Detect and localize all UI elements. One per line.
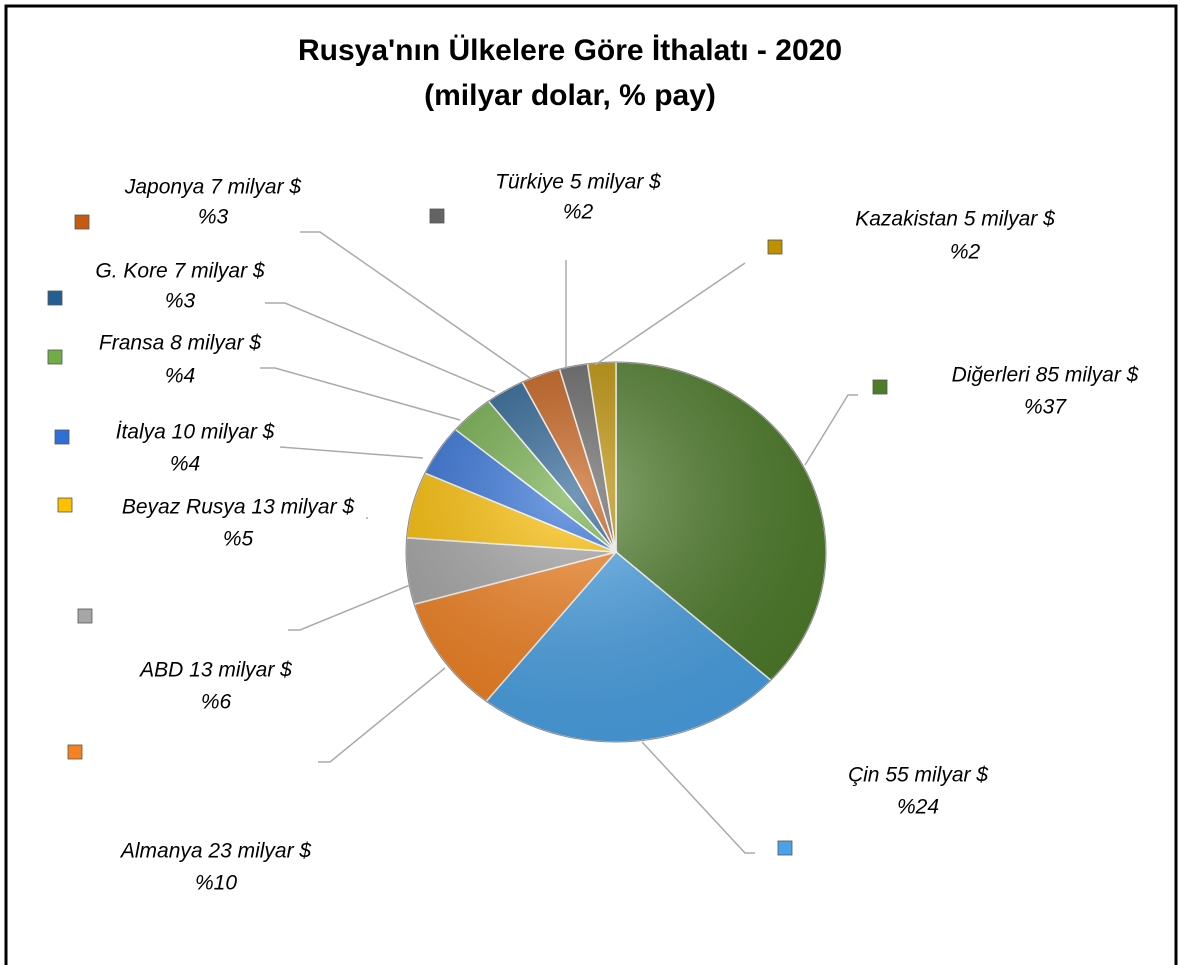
legend-marker bbox=[872, 379, 888, 395]
data-label: Çin 55 milyar $ bbox=[848, 764, 988, 787]
legend-marker bbox=[67, 744, 83, 760]
data-label: Japonya 7 milyar $ bbox=[124, 176, 302, 199]
data-label: Kazakistan 5 milyar $ bbox=[855, 208, 1055, 231]
legend-marker bbox=[74, 214, 90, 230]
data-label: ABD 13 milyar $ bbox=[138, 659, 292, 682]
leader-line bbox=[318, 667, 446, 763]
leader-line bbox=[804, 394, 858, 466]
data-label: Fransa 8 milyar $ bbox=[99, 332, 262, 355]
frame bbox=[4, 4, 1178, 965]
legend-marker bbox=[777, 840, 793, 856]
legend-marker bbox=[54, 429, 70, 445]
legend-marker bbox=[57, 497, 73, 513]
pie-shine bbox=[405, 361, 827, 743]
share-label: %4 bbox=[170, 453, 200, 476]
legend-marker bbox=[767, 239, 783, 255]
data-label: Beyaz Rusya 13 milyar $ bbox=[122, 496, 355, 519]
share-label: %2 bbox=[563, 201, 594, 224]
leader-line bbox=[260, 367, 461, 421]
share-label: %37 bbox=[1024, 396, 1067, 419]
leader-line bbox=[288, 584, 411, 631]
data-label: Diğerleri 85 milyar $ bbox=[952, 364, 1139, 387]
share-label: %10 bbox=[195, 872, 237, 895]
legend-marker bbox=[77, 608, 93, 624]
share-label: %4 bbox=[165, 365, 195, 388]
leader-line bbox=[300, 231, 531, 379]
data-label: Almanya 23 milyar $ bbox=[119, 840, 312, 863]
share-label: %3 bbox=[198, 206, 229, 229]
data-label: İtalya 10 milyar $ bbox=[116, 421, 275, 444]
share-label: %2 bbox=[950, 241, 981, 264]
data-label: Türkiye 5 milyar $ bbox=[495, 171, 661, 194]
legend-marker bbox=[47, 349, 63, 365]
share-label: %6 bbox=[201, 691, 232, 714]
share-label: %5 bbox=[223, 528, 254, 551]
leader-line bbox=[594, 262, 746, 366]
chart-title: Rusya'nın Ülkelere Göre İthalatı - 2020 bbox=[298, 34, 842, 67]
chart-subtitle: (milyar dolar, % pay) bbox=[424, 79, 716, 112]
legend-marker bbox=[47, 290, 63, 306]
leader-line bbox=[265, 302, 496, 393]
share-label: %24 bbox=[897, 796, 939, 819]
share-label: %3 bbox=[165, 290, 196, 313]
legend-marker bbox=[429, 208, 445, 224]
data-label: G. Kore 7 milyar $ bbox=[95, 260, 265, 283]
leader-line bbox=[641, 741, 755, 854]
leader-line bbox=[279, 446, 424, 459]
